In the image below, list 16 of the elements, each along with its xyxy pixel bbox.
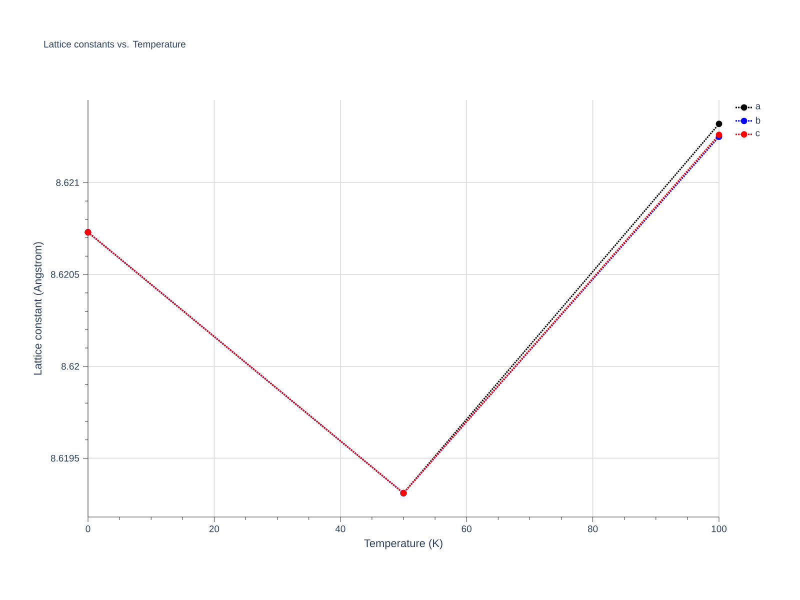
chart-title: Lattice constants vs. Temperature [44,40,186,50]
y-tick-label: 8.6205 [50,271,80,278]
legend-label: a [756,104,761,110]
x-tick-label: 80 [588,526,598,532]
x-tick-label: 100 [712,526,727,532]
x-tick-label: 60 [462,526,472,532]
x-tick-label: 20 [209,526,220,532]
y-tick-label: 8.62 [61,363,80,370]
y-tick-label: 8.621 [56,179,80,186]
x-axis-title: Temperature (K) [364,539,442,550]
x-tick-label: 0 [86,526,90,532]
legend-label: c [756,131,760,136]
x-tick-label: 40 [335,526,346,532]
y-tick-label: 8.6195 [50,454,80,462]
legend-label: b [756,116,760,124]
y-axis-title: Lattice constant (Angstrom) [33,242,44,375]
